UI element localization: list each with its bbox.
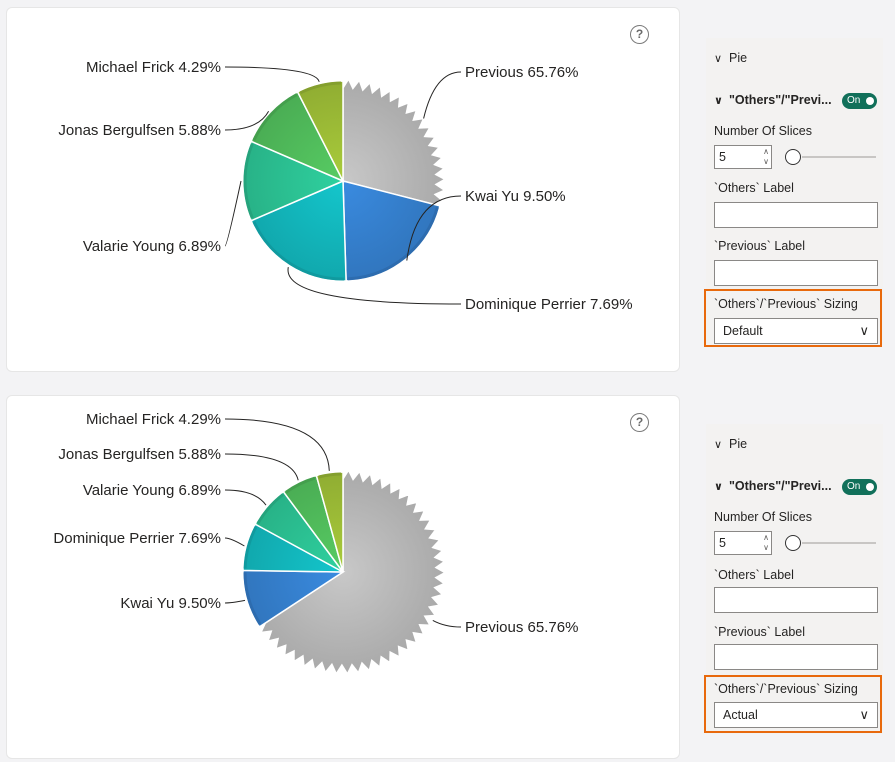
pie-chart-default: Previous 65.76% Kwai Yu 9.50% Dominique Pe… bbox=[58, 59, 633, 313]
leader-line bbox=[224, 418, 330, 471]
pie-slice-dominique-perrier[interactable] bbox=[250, 179, 347, 282]
subsection-header-others-previous[interactable]: ∨ "Others"/"Previ... bbox=[714, 479, 879, 493]
data-label: Jonas Bergulfsen 5.88% bbox=[58, 122, 221, 139]
previous-label-label: `Previous` Label bbox=[714, 625, 806, 639]
slice-ring bbox=[299, 81, 342, 95]
data-label: Kwai Yu 9.50% bbox=[465, 188, 566, 205]
data-label: Previous 65.76% bbox=[465, 64, 578, 81]
sizing-label: `Others`/`Previous` Sizing bbox=[714, 297, 858, 311]
data-label: Kwai Yu 9.50% bbox=[120, 595, 221, 612]
pie-slice-michael-frick[interactable] bbox=[315, 471, 344, 573]
data-label: Jonas Bergulfsen 5.88% bbox=[58, 446, 221, 463]
data-label: Previous 65.76% bbox=[465, 619, 578, 636]
leader-line bbox=[224, 66, 320, 83]
chevron-down-icon: ∨ bbox=[714, 94, 723, 107]
data-label: Dominique Perrier 7.69% bbox=[53, 530, 221, 547]
data-label: Valarie Young 6.89% bbox=[83, 482, 221, 499]
sizing-dropdown[interactable]: Default ∨ bbox=[714, 318, 878, 344]
format-pane: ∨ Pie ∨ "Others"/"Previ... On Number Of … bbox=[706, 38, 883, 344]
spinner-icon[interactable]: ∧ ∨ bbox=[763, 533, 769, 552]
slice-ring bbox=[347, 206, 439, 281]
others-previous-toggle[interactable]: On bbox=[842, 93, 877, 109]
leader-line bbox=[423, 71, 462, 119]
data-label: Dominique Perrier 7.69% bbox=[465, 296, 633, 313]
slices-slider-handle[interactable] bbox=[785, 149, 801, 165]
section-title: Pie bbox=[729, 437, 748, 451]
others-label-input[interactable] bbox=[714, 202, 878, 228]
subsection-header-others-previous[interactable]: ∨ "Others"/"Previ... bbox=[714, 93, 879, 107]
previous-label-input[interactable] bbox=[714, 260, 878, 286]
chevron-down-icon: ∨ bbox=[714, 480, 723, 493]
data-label: Valarie Young 6.89% bbox=[83, 238, 221, 255]
pie-visual-default: ? Previous 65.76% Kwai Yu 9.50% Dominique … bbox=[6, 7, 680, 372]
others-label-label: `Others` Label bbox=[714, 181, 794, 195]
slice-ring bbox=[252, 221, 345, 281]
pie-slice-jonas-bergulfsen[interactable] bbox=[250, 90, 345, 183]
pie-slice-michael-frick[interactable] bbox=[296, 80, 344, 182]
data-label: Michael Frick 4.29% bbox=[86, 59, 221, 76]
leader-line bbox=[224, 489, 267, 506]
number-of-slices-label: Number Of Slices bbox=[714, 510, 812, 524]
leader-line bbox=[224, 599, 246, 604]
number-of-slices-input[interactable]: 5 ∧ ∨ bbox=[714, 145, 772, 169]
question-circle-icon[interactable]: ? bbox=[630, 413, 649, 432]
chevron-down-icon: ∨ bbox=[859, 323, 869, 338]
section-header-pie[interactable]: ∨ Pie bbox=[714, 51, 747, 65]
slice-ring bbox=[256, 493, 284, 525]
slice-ring bbox=[285, 476, 316, 494]
leader-line bbox=[224, 537, 245, 547]
others-previous-toggle[interactable]: On bbox=[842, 479, 877, 495]
leader-line bbox=[224, 180, 242, 247]
number-of-slices-label: Number Of Slices bbox=[714, 124, 812, 138]
leader-line bbox=[406, 195, 462, 261]
pie-slice-valarie-young[interactable] bbox=[242, 140, 345, 222]
chevron-down-icon: ∨ bbox=[714, 52, 723, 65]
section-title: Pie bbox=[729, 51, 748, 65]
pie-visual-actual: ? Previous 65.76% Kwai Yu 9.50% Dominique … bbox=[6, 395, 680, 759]
others-label-input[interactable] bbox=[714, 587, 878, 613]
sizing-highlight-box bbox=[704, 675, 882, 733]
pie-slice-previous[interactable] bbox=[259, 468, 447, 676]
previous-label-label: `Previous` Label bbox=[714, 239, 806, 253]
slices-slider-track[interactable] bbox=[802, 542, 876, 544]
spinner-icon[interactable]: ∧ ∨ bbox=[763, 147, 769, 166]
pie-chart-actual: Previous 65.76% Kwai Yu 9.50% Dominique Pe… bbox=[53, 411, 578, 676]
subsection-title: "Others"/"Previ... bbox=[729, 93, 832, 107]
slice-ring bbox=[318, 472, 342, 479]
leader-line bbox=[287, 267, 462, 305]
chevron-down-icon: ∨ bbox=[859, 707, 869, 722]
data-label: Michael Frick 4.29% bbox=[86, 411, 221, 428]
slice-ring bbox=[243, 526, 258, 569]
sizing-highlight-box bbox=[704, 289, 882, 347]
sizing-label: `Others`/`Previous` Sizing bbox=[714, 682, 858, 696]
leader-line bbox=[224, 453, 299, 481]
leader-line bbox=[432, 619, 462, 628]
question-circle-icon[interactable]: ? bbox=[630, 25, 649, 44]
others-label-label: `Others` Label bbox=[714, 568, 794, 582]
slice-ring bbox=[243, 572, 262, 625]
slice-ring bbox=[243, 143, 254, 219]
chevron-down-icon: ∨ bbox=[714, 438, 723, 451]
section-header-pie[interactable]: ∨ Pie bbox=[714, 437, 747, 451]
pie-slice-kwai-yu[interactable] bbox=[342, 180, 441, 282]
previous-label-input[interactable] bbox=[714, 644, 878, 670]
format-pane: ∨ Pie ∨ "Others"/"Previ... On Number Of … bbox=[706, 424, 883, 734]
slice-ring bbox=[252, 93, 298, 141]
slices-slider-track[interactable] bbox=[802, 156, 876, 158]
number-of-slices-input[interactable]: 5 ∧ ∨ bbox=[714, 531, 772, 555]
sizing-dropdown[interactable]: Actual ∨ bbox=[714, 702, 878, 728]
subsection-title: "Others"/"Previ... bbox=[729, 479, 832, 493]
leader-line bbox=[224, 110, 270, 131]
slices-slider-handle[interactable] bbox=[785, 535, 801, 551]
